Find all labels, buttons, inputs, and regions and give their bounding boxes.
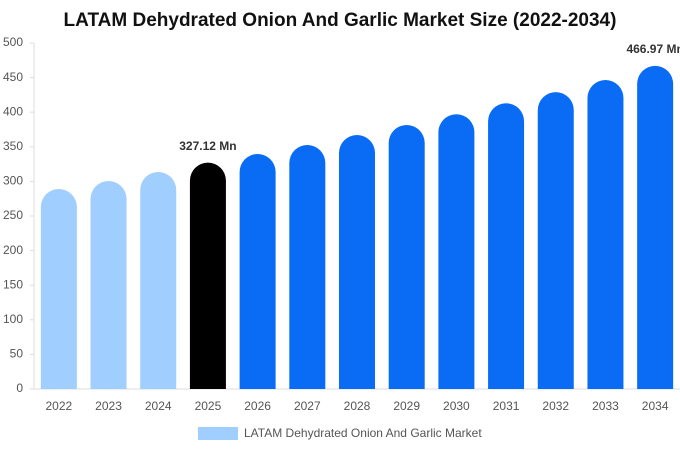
bar [388,125,425,389]
y-tick-label: 300 [3,174,23,188]
y-tick-label: 450 [3,70,23,84]
bar [40,189,77,389]
x-tick-label: 2028 [344,399,371,413]
x-tick-label: 2026 [244,399,271,413]
bar [438,114,475,389]
x-tick-label: 2027 [294,399,321,413]
legend-swatch [198,427,238,440]
y-tick-label: 250 [3,208,23,222]
x-tick-label: 2023 [95,399,122,413]
x-tick-label: 2030 [443,399,470,413]
y-tick-label: 200 [3,243,23,257]
bar [239,153,276,389]
y-tick-label: 0 [16,381,23,395]
bar [189,162,226,389]
x-tick-label: 2025 [195,399,222,413]
value-label: 327.12 Mn [179,139,236,153]
y-tick-label: 100 [3,312,23,326]
chart-title: LATAM Dehydrated Onion And Garlic Market… [64,10,617,31]
bar [339,135,375,389]
x-tick-label: 2029 [393,399,420,413]
value-label: 466.97 Mn [626,42,680,56]
x-tick-label: 2022 [45,399,72,413]
bar [289,145,326,389]
bar [488,103,525,390]
y-tick-label: 400 [3,104,23,118]
y-tick-label: 150 [3,277,23,291]
bar [637,65,674,390]
y-tick-label: 500 [3,35,23,49]
bar [587,80,624,389]
legend-label: LATAM Dehydrated Onion And Garlic Market [244,426,482,440]
x-tick-label: 2032 [542,399,569,413]
x-tick-label: 2034 [642,399,669,413]
y-tick-label: 350 [3,139,23,153]
bar [537,92,574,389]
x-tick-label: 2024 [145,399,172,413]
y-tick-label: 50 [10,347,24,361]
bar [140,171,177,389]
x-tick-label: 2031 [493,399,520,413]
bar [90,180,127,389]
x-tick-label: 2033 [592,399,619,413]
